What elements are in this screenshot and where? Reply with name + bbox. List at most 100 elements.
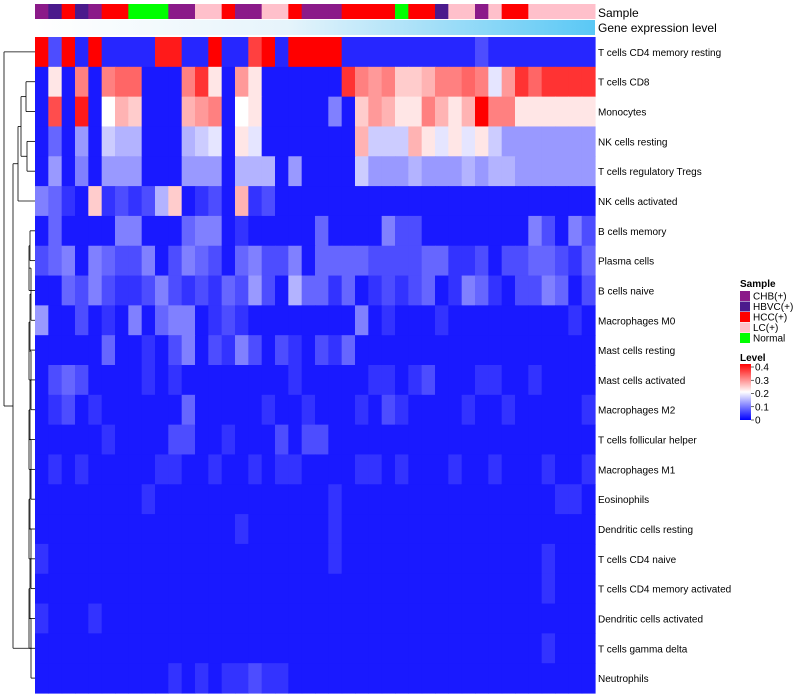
- heatmap-cell: [195, 603, 209, 634]
- heatmap-cell: [501, 126, 516, 157]
- heatmap-cell: [288, 245, 303, 277]
- heatmap-cell: [461, 245, 476, 277]
- heatmap-cell: [115, 126, 129, 157]
- heatmap-cell: [48, 424, 63, 456]
- heatmap-cell: [461, 37, 476, 68]
- heatmap-cell: [355, 663, 369, 694]
- heatmap-cell: [435, 424, 449, 456]
- heatmap-cell: [235, 663, 249, 694]
- heatmap-cell: [61, 424, 76, 456]
- level-legend: Level 0.4 0.3 0.2 0.1 0: [740, 353, 769, 427]
- heatmap-cell: [368, 514, 383, 545]
- heatmap-cell: [181, 573, 196, 605]
- heatmap-cell: [581, 186, 596, 217]
- heatmap-cell: [181, 275, 196, 306]
- heatmap-cell: [261, 186, 276, 217]
- heatmap-cell: [528, 96, 543, 128]
- heatmap-cell: [501, 335, 516, 366]
- heatmap-cell: [88, 514, 103, 545]
- heatmap-cell: [421, 275, 436, 306]
- heatmap-cell: [355, 573, 369, 605]
- heatmap-cell: [155, 275, 169, 306]
- heatmap-cell: [128, 573, 143, 605]
- heatmap-cell: [168, 573, 183, 605]
- heatmap-cell: [195, 126, 209, 157]
- sample-annotation-cell: [421, 4, 436, 19]
- heatmap-cell: [581, 514, 596, 545]
- heatmap-cell: [235, 186, 249, 217]
- heatmap-cell: [381, 245, 396, 277]
- heatmap-cell: [381, 365, 396, 396]
- heatmap-cell: [75, 424, 89, 456]
- heatmap-cell: [101, 365, 116, 396]
- heatmap-cell: [221, 37, 236, 68]
- heatmap-cell: [101, 305, 116, 336]
- heatmap-cell: [141, 215, 156, 247]
- heatmap-cell: [48, 335, 63, 366]
- heatmap-cell: [395, 543, 409, 575]
- heatmap-cell: [328, 663, 343, 694]
- heatmap-cell: [288, 573, 303, 605]
- heatmap-cell: [261, 305, 276, 336]
- heatmap-cell: [368, 663, 383, 694]
- heatmap-cell: [501, 573, 516, 605]
- heatmap-cell: [61, 663, 76, 694]
- sample-annotation-bar: [35, 4, 596, 19]
- sample-annotation-cell: [168, 4, 183, 19]
- heatmap-cell: [208, 37, 223, 68]
- heatmap-cell: [288, 454, 303, 485]
- heatmap-cell: [341, 186, 356, 217]
- heatmap-cell: [328, 484, 343, 515]
- heatmap-cell: [168, 156, 183, 187]
- heatmap-cell: [35, 633, 49, 664]
- heatmap-cell: [88, 663, 103, 694]
- heatmap-cell: [448, 633, 463, 664]
- heatmap-cell: [235, 245, 249, 277]
- sample-annotation-cell: [435, 4, 449, 19]
- heatmap-cell: [435, 365, 449, 396]
- heatmap-cell: [115, 424, 129, 456]
- sample-annotation-cell: [381, 4, 396, 19]
- row-label: B cells memory: [598, 227, 666, 238]
- heatmap-cell: [501, 66, 516, 98]
- heatmap-cell: [88, 543, 103, 575]
- heatmap-cell: [168, 215, 183, 247]
- heatmap-cell: [435, 275, 449, 306]
- heatmap-cell: [261, 215, 276, 247]
- heatmap-cell: [221, 335, 236, 366]
- heatmap-cell: [395, 484, 409, 515]
- heatmap-cell: [288, 663, 303, 694]
- heatmap-cell: [141, 543, 156, 575]
- heatmap-cell: [275, 573, 289, 605]
- heatmap-cell: [328, 275, 343, 306]
- heatmap-cell: [88, 335, 103, 366]
- heatmap-cell: [381, 394, 396, 426]
- heatmap-cell: [568, 633, 583, 664]
- level-legend-tick-label: 0.3: [755, 376, 769, 387]
- heatmap-cell: [141, 186, 156, 217]
- heatmap-cell: [35, 603, 49, 634]
- heatmap-cell: [48, 514, 63, 545]
- heatmap-cell: [141, 603, 156, 634]
- heatmap-cell: [101, 245, 116, 277]
- heatmap-cell: [581, 275, 596, 306]
- heatmap-cell: [581, 96, 596, 128]
- heatmap-cell: [341, 126, 356, 157]
- row-label: T cells CD4 naive: [598, 555, 677, 566]
- heatmap-cell: [115, 543, 129, 575]
- heatmap-cell: [275, 305, 289, 336]
- sample-annotation-cell: [528, 4, 543, 19]
- row-label: Neutrophils: [598, 674, 649, 685]
- heatmap-cell: [541, 186, 556, 217]
- sample-annotation-cell: [515, 4, 529, 19]
- gene-expression-level-bar: [35, 20, 595, 35]
- heatmap-cell: [555, 335, 569, 366]
- heatmap-cell: [581, 603, 596, 634]
- heatmap-cell: [541, 514, 556, 545]
- heatmap-cell: [208, 394, 223, 426]
- heatmap-cell: [355, 66, 369, 98]
- sample-annotation-cell: [248, 4, 263, 19]
- row-label: Dendritic cells resting: [598, 525, 693, 536]
- heatmap-cell: [555, 37, 569, 68]
